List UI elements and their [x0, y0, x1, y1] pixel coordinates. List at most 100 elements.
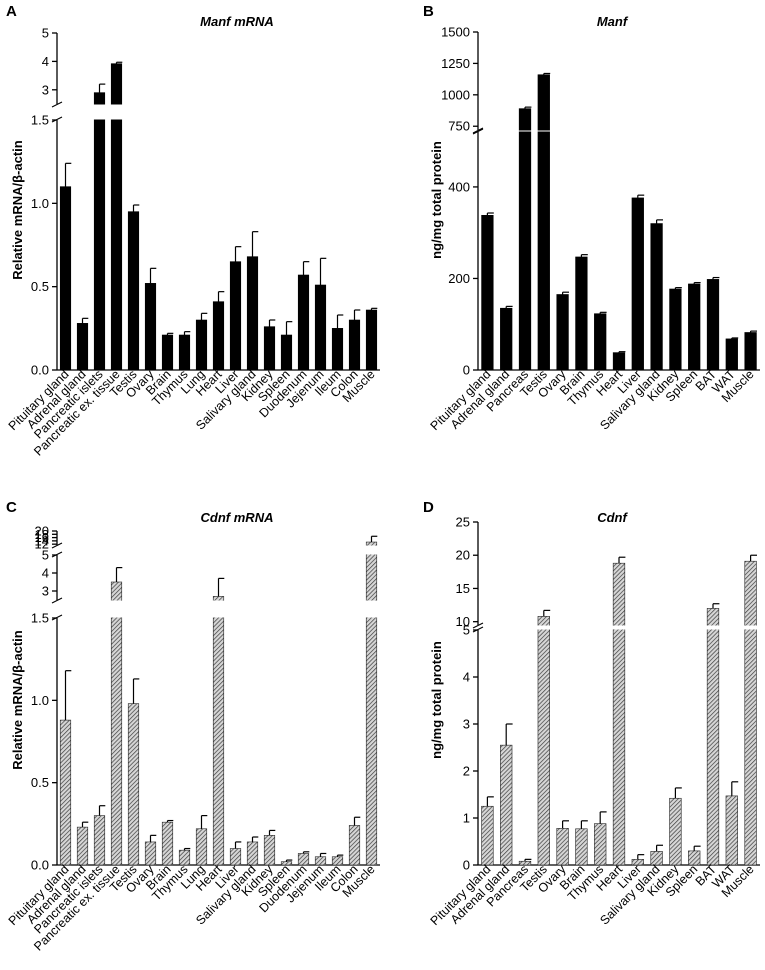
bar [348, 319, 361, 371]
y-tick-label: 0 [463, 363, 470, 378]
y-tick-label: 200 [448, 271, 470, 286]
y-tick-label: 1000 [441, 87, 470, 102]
y-tick-label: 25 [456, 515, 470, 530]
bar [161, 334, 174, 371]
bar [744, 332, 757, 371]
bar [127, 211, 140, 371]
bar [59, 719, 72, 866]
chart-panel-a: A Manf mRNA Relative mRNA/β-actin 0.0 0.5 1.0… [6, 3, 380, 459]
bar [59, 186, 72, 371]
bar [537, 74, 550, 371]
y-tick-label: 400 [448, 179, 470, 194]
bar-break-gap [536, 625, 551, 630]
bar-break-gap [612, 625, 626, 630]
bar-break-gap [212, 600, 225, 618]
y-tick-label: 16 [35, 530, 49, 545]
bar [575, 256, 588, 371]
chart-panel-c: C Cdnf mRNA Relative mRNA/β-actin 0.0 0.5 1.0… [6, 499, 380, 954]
y-tick-label: 5 [42, 548, 49, 563]
y-tick-label: 14 [35, 533, 49, 548]
bar [76, 323, 89, 371]
axis-break-mark [51, 116, 63, 123]
y-tick-label: 5 [463, 623, 470, 638]
bar [500, 307, 513, 371]
bar [348, 825, 361, 866]
bar [246, 841, 259, 866]
bar [481, 215, 494, 371]
bar [725, 338, 738, 371]
panel-letter: A [6, 3, 17, 20]
chart-title: Cdnf [597, 510, 628, 525]
bar [669, 288, 682, 371]
bar [297, 274, 310, 371]
bar [263, 326, 276, 371]
bar [331, 328, 344, 371]
bar [195, 828, 208, 866]
bar [594, 823, 607, 866]
axis-break-mark [51, 597, 63, 604]
bar [161, 821, 174, 866]
y-tick-label: 18 [35, 527, 49, 542]
bar-break-gap [110, 104, 123, 120]
bar [144, 841, 157, 866]
axis-break-mark [472, 127, 484, 134]
bar [669, 797, 682, 866]
y-tick-label: 750 [448, 119, 470, 134]
panel-letter: D [423, 499, 434, 516]
y-tick-label: 5 [42, 26, 49, 41]
y-tick-label: 20 [35, 524, 49, 539]
y-axis-label: Relative mRNA/β-actin [10, 140, 25, 279]
bar [110, 581, 123, 866]
bar [594, 313, 607, 371]
bar [744, 560, 757, 866]
y-tick-label: 0.0 [31, 363, 49, 378]
bar-break-gap [706, 625, 720, 630]
y-tick-label: 15 [456, 581, 470, 596]
bar [212, 301, 225, 371]
bar [280, 334, 293, 371]
bar-break-gap [93, 104, 106, 120]
axis-break-mark [51, 101, 63, 108]
chart-title: Manf mRNA [200, 14, 274, 29]
bar [212, 596, 225, 866]
y-tick-label: 1 [463, 811, 470, 826]
y-tick-label: 3 [463, 717, 470, 732]
y-tick-label: 0.5 [31, 775, 49, 790]
bar-break-gap [365, 600, 378, 618]
bar [518, 108, 532, 371]
y-tick-label: 3 [42, 82, 49, 97]
bar [556, 294, 569, 371]
y-tick-label: 1.0 [31, 196, 49, 211]
bar [93, 92, 106, 371]
bar [263, 835, 276, 866]
bar [688, 283, 701, 371]
bar [229, 261, 242, 371]
y-tick-label: 3 [42, 584, 49, 599]
bar [195, 319, 208, 371]
y-tick-label: 2 [463, 764, 470, 779]
y-tick-label: 1500 [441, 25, 470, 40]
bar [246, 256, 259, 371]
bar [631, 197, 644, 371]
bar-break-gap [536, 130, 551, 132]
axis-break-mark [472, 128, 484, 135]
y-tick-label: 1.0 [31, 693, 49, 708]
panel-letter: B [423, 3, 434, 20]
bar-break-gap [743, 625, 758, 630]
y-tick-label: 4 [463, 670, 470, 685]
bar [650, 223, 663, 371]
bar [76, 826, 89, 866]
y-tick-label: 20 [456, 548, 470, 563]
bar-break-gap [365, 545, 378, 555]
bar [537, 616, 550, 866]
bar [365, 309, 378, 371]
bar [706, 608, 720, 866]
chart-panel-b: B Manf ng/mg total protein 0 200 400 750 1000 12… [423, 3, 760, 433]
y-tick-label: 10 [456, 614, 470, 629]
bar [314, 284, 327, 371]
y-axis-label: Relative mRNA/β-actin [10, 630, 25, 769]
panel-letter: C [6, 499, 17, 516]
y-tick-label: 4 [42, 54, 49, 69]
chart-title: Cdnf mRNA [201, 510, 274, 525]
